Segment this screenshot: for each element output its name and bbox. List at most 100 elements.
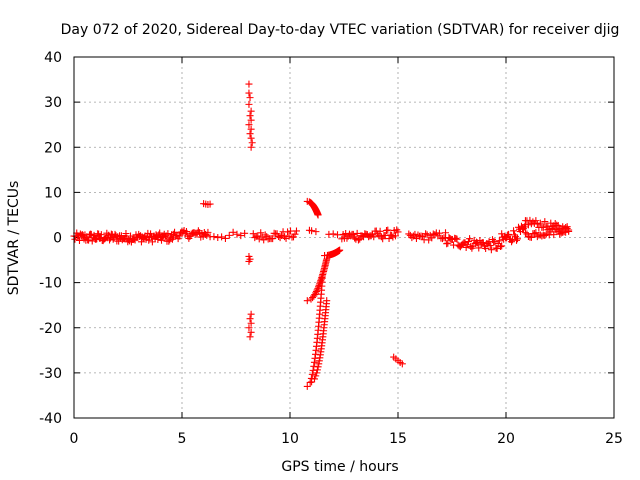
data-point (524, 221, 532, 229)
data-point (278, 231, 286, 239)
data-point (482, 244, 490, 252)
data-point (245, 324, 253, 332)
data-point (497, 243, 505, 251)
data-point (247, 116, 255, 124)
data-point (311, 291, 319, 299)
data-point (563, 224, 571, 232)
y-tick-label: -20 (39, 321, 62, 337)
y-tick-label: -10 (39, 276, 62, 292)
data-point (370, 233, 378, 241)
data-point (486, 242, 494, 250)
data-point (310, 358, 318, 366)
data-point (464, 238, 472, 246)
data-point (245, 257, 253, 265)
data-point (315, 360, 323, 368)
x-tick-label: 15 (389, 431, 407, 447)
data-point (206, 200, 214, 208)
data-point (248, 139, 256, 147)
data-point (539, 223, 547, 231)
data-point (314, 284, 322, 292)
data-point (247, 125, 255, 133)
data-point (312, 289, 320, 297)
y-tick-label: 20 (44, 140, 62, 156)
data-point (527, 233, 535, 241)
data-point (556, 230, 564, 238)
data-point (504, 231, 512, 239)
data-point (308, 370, 316, 378)
data-point (246, 130, 254, 138)
data-point (221, 234, 229, 242)
data-point (479, 239, 487, 247)
data-point (487, 246, 495, 254)
x-tick-labels: 0 5 10 15 20 25 (70, 431, 623, 447)
data-point (312, 287, 320, 295)
data-point (398, 360, 406, 368)
data-point (314, 363, 322, 371)
data-point (312, 228, 320, 236)
data-point (314, 211, 322, 219)
data-point (308, 378, 316, 386)
data-point (122, 229, 130, 237)
data-point (318, 274, 326, 282)
data-point (394, 228, 402, 236)
data-point (311, 375, 319, 383)
y-axis-label: SDTVAR / TECUs (6, 181, 22, 296)
data-point (466, 235, 474, 243)
data-point (510, 227, 518, 235)
data-point (553, 226, 561, 234)
data-point (408, 234, 416, 242)
data-point (137, 238, 145, 246)
data-point (431, 231, 439, 239)
data-point (323, 255, 331, 263)
data-point (313, 366, 321, 374)
data-point (245, 121, 253, 129)
data-point (246, 333, 254, 341)
data-point (75, 236, 83, 244)
data-point (353, 229, 361, 237)
data-point (384, 226, 392, 234)
data-point (505, 230, 513, 238)
data-point (204, 228, 212, 236)
data-point (554, 222, 562, 230)
x-tick-label: 10 (281, 431, 299, 447)
data-point (533, 233, 541, 241)
data-point (313, 369, 321, 377)
data-point (251, 234, 259, 242)
data-point (246, 94, 254, 102)
x-tick-label: 5 (178, 431, 187, 447)
data-point (526, 216, 534, 224)
y-tick-labels: -40 -30 -20 -10 0 10 20 30 40 (39, 50, 62, 427)
data-point (315, 283, 323, 291)
data-point (541, 231, 549, 239)
data-point (498, 242, 506, 250)
data-point (405, 230, 413, 238)
data-point (521, 229, 529, 237)
data-point (429, 230, 437, 238)
data-point (291, 230, 299, 238)
data-point (247, 134, 255, 142)
y-tick-label: -40 (39, 411, 62, 427)
data-point (97, 231, 105, 239)
data-point (237, 232, 245, 240)
data-point (284, 228, 292, 236)
data-point (542, 230, 550, 238)
data-point (261, 231, 269, 239)
data-point (453, 235, 461, 243)
data-point (214, 234, 222, 242)
y-tick-label: -30 (39, 366, 62, 382)
data-point (156, 229, 164, 237)
data-point (323, 297, 331, 305)
data-point (218, 233, 226, 241)
data-point (536, 219, 544, 227)
data-point (275, 233, 283, 241)
data-point (524, 233, 532, 241)
x-tick-label: 20 (497, 431, 515, 447)
data-point (513, 236, 521, 244)
data-point (245, 100, 253, 108)
data-point (164, 230, 172, 238)
data-point (514, 235, 522, 243)
data-point (422, 230, 430, 238)
data-point (192, 230, 200, 238)
y-tick-label: 0 (53, 231, 62, 247)
